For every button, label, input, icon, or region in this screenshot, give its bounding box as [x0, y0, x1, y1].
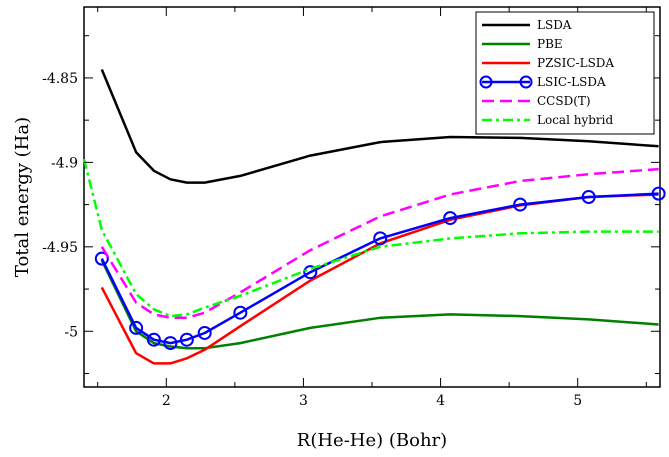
- x-tick-label: 2: [162, 393, 171, 409]
- legend-entry-pzsic-lsda: PZSIC-LSDA: [482, 56, 614, 70]
- series-line-lsic-lsda: [100, 192, 659, 345]
- y-tick-label: -4.9: [51, 155, 78, 171]
- data-point-lsic-lsda: [146, 332, 161, 347]
- data-point-lsic-lsda: [373, 231, 388, 246]
- series-line-lsda: [100, 69, 659, 184]
- data-point-lsic-lsda: [303, 265, 318, 280]
- legend-entry-lsda: LSDA: [482, 18, 572, 32]
- y-axis-label: Total energy (Ha): [12, 117, 33, 277]
- x-tick-label: 3: [299, 393, 308, 409]
- data-point-lsic-lsda: [581, 190, 596, 204]
- data-point-lsic-lsda: [94, 251, 109, 266]
- data-point-lsic-lsda: [233, 305, 248, 320]
- legend-entry-pbe: PBE: [482, 37, 563, 51]
- series-pzsic-lsda: [100, 193, 659, 365]
- legend-entry-local-hybrid: Local hybrid: [482, 113, 613, 127]
- series-local-hybrid: [82, 158, 659, 318]
- series-pbe: [100, 259, 659, 350]
- legend-box: [475, 11, 655, 135]
- legend: LSDA PBE PZSIC-LSDA LSIC-LSDA CCSD(T) Local h…: [475, 11, 655, 135]
- x-tick-label: 4: [436, 393, 445, 409]
- series-layer: [82, 69, 666, 365]
- data-point-lsic-lsda: [163, 336, 178, 351]
- data-point-lsic-lsda: [443, 211, 458, 226]
- y-tick-label: -4.95: [42, 240, 78, 256]
- series-lsda: [100, 69, 659, 184]
- legend-marker: [519, 75, 533, 89]
- legend-label: Local hybrid: [537, 113, 613, 127]
- data-point-lsic-lsda: [197, 325, 212, 340]
- series-line-pzsic-lsda: [100, 193, 659, 365]
- legend-marker: [479, 75, 493, 89]
- x-axis-label: R(He-He) (Bohr): [297, 430, 447, 451]
- series-line-pbe: [100, 259, 659, 350]
- data-point-lsic-lsda: [513, 197, 528, 212]
- legend-label: PBE: [537, 37, 563, 51]
- legend-entry-lsic-lsda: LSIC-LSDA: [479, 75, 606, 89]
- data-point-lsic-lsda: [651, 186, 666, 201]
- y-tick-label: -4.85: [42, 71, 78, 87]
- ticks-layer: 2 3 4 5 -4.85 -4.9 -4.95 -5: [42, 7, 660, 409]
- legend-label: CCSD(T): [537, 94, 591, 108]
- x-tick-label: 5: [573, 393, 582, 409]
- data-point-lsic-lsda: [129, 320, 144, 335]
- legend-label: LSDA: [537, 18, 572, 32]
- y-tick-label: -5: [64, 324, 78, 340]
- legend-label: LSIC-LSDA: [537, 75, 606, 89]
- data-point-lsic-lsda: [179, 332, 194, 347]
- legend-entry-ccsd-t: CCSD(T): [482, 94, 591, 108]
- legend-label: PZSIC-LSDA: [537, 56, 614, 70]
- series-line-local-hybrid: [82, 158, 659, 318]
- series-lsic-lsda: [94, 186, 666, 351]
